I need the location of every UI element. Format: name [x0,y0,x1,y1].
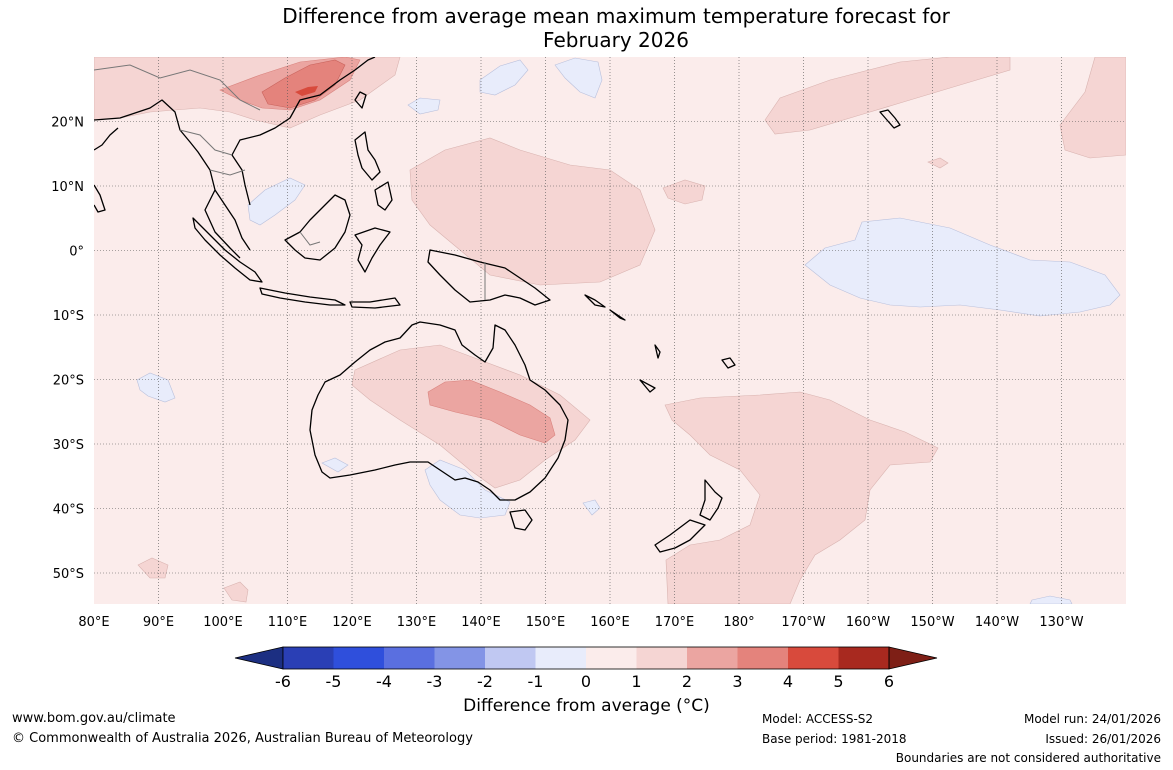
longitude-label: 140°W [975,615,1019,630]
colorbar: -6 -5 -4 -3 -2 -1 0 1 2 3 4 5 6 [234,646,938,691]
issued-date: Issued: 26/01/2026 [1045,732,1161,746]
colorbar-tick-label: 4 [783,672,793,691]
copyright-text: © Commonwealth of Australia 2026, Austra… [12,731,473,746]
longitude-label: 100°E [203,615,243,630]
longitude-label: 170°W [781,615,825,630]
model-run-date: Model run: 24/01/2026 [1023,712,1161,726]
latitude-axis: 20°N 10°N 0° 10°S 20°S 30°S 40°S 50°S [51,116,84,583]
website-link[interactable]: www.bom.gov.au/climate [12,711,176,726]
anomaly-3-to-4-region [261,59,346,109]
country-borders [94,64,486,300]
colorbar-segment [788,647,839,669]
latitude-label: 30°S [53,438,84,453]
colorbar-tick-label: 0 [581,672,591,691]
colorbar-tick-label: -4 [376,672,392,691]
colorbar-tick-label: 5 [833,672,843,691]
colorbar-tick-label: -5 [326,672,342,691]
longitude-label: 120°E [332,615,372,630]
colorbar-segment [586,647,637,669]
colorbar-tick-label: 2 [682,672,692,691]
model-name: Model: ACCESS-S2 [762,712,874,726]
colorbar-segment [636,647,687,669]
longitude-label: 150°W [910,615,954,630]
anomaly-minus1-to-0-regions [136,57,1121,604]
longitude-label: 160°W [846,615,890,630]
colorbar-tick-label: 6 [884,672,894,691]
colorbar-segment [737,647,788,669]
latitude-label: 0° [69,245,84,260]
longitude-label: 160°E [590,615,630,630]
colorbar-segment [434,647,485,669]
latitude-label: 20°S [53,374,84,389]
longitude-label: 130°W [1039,615,1083,630]
colorbar-tick-label: -3 [427,672,443,691]
colorbar-segment [485,647,536,669]
longitude-label: 170°E [655,615,695,630]
latitude-label: 20°N [51,116,84,131]
colorbar-tick-label: -1 [528,672,544,691]
colorbar-tick-label: -6 [275,672,291,691]
longitude-label: 90°E [143,615,174,630]
longitude-label: 140°E [461,615,501,630]
anomaly-1-to-2-regions [94,57,1126,604]
coastlines [94,57,901,553]
colorbar-tick-label: 3 [732,672,742,691]
colorbar-min-arrow [234,646,284,670]
longitude-label: 110°E [268,615,308,630]
colorbar-max-arrow [888,646,938,670]
colorbar-segment [384,647,435,669]
colorbar-segment [687,647,738,669]
colorbar-segment [333,647,384,669]
boundaries-disclaimer: Boundaries are not considered authoritat… [895,751,1161,765]
colorbar-segment [535,647,586,669]
map-title-line1: Difference from average mean maximum tem… [282,4,950,28]
longitude-label: 80°E [78,615,109,630]
latitude-label: 10°N [51,180,84,195]
latitude-label: 40°S [53,503,84,518]
colorbar-segment [838,647,889,669]
map-title-line2: February 2026 [543,28,689,52]
colorbar-outline [282,646,890,670]
latitude-label: 10°S [53,309,84,324]
longitude-label: 180° [723,615,754,630]
colorbar-segment [283,647,334,669]
colorbar-label: Difference from average (°C) [463,696,710,716]
colorbar-tick-label: 1 [631,672,641,691]
colorbar-tick-label: -2 [477,672,493,691]
base-period: Base period: 1981-2018 [762,732,907,746]
longitude-label: 150°E [526,615,566,630]
anomaly-4-to-5-region [295,86,318,96]
longitude-axis: 80°E 90°E 100°E 110°E 120°E 130°E 140°E 150°E 16… [78,615,1083,630]
longitude-label: 130°E [397,615,437,630]
latitude-label: 50°S [53,567,84,582]
map-gridlines [94,57,1126,604]
